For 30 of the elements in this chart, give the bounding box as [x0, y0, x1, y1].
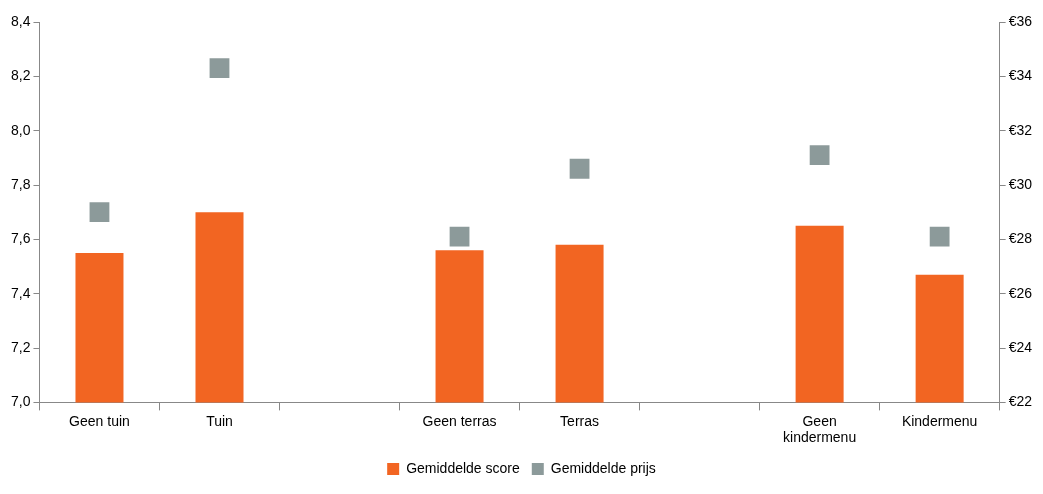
y2-tick-label: €36	[1008, 12, 1033, 29]
y2-tick-label: €30	[1008, 175, 1033, 192]
y-tick-label: 8,4	[10, 12, 31, 29]
point	[809, 145, 830, 166]
legend-label: Gemiddelde prijs	[550, 459, 656, 476]
y2-tick-label: €28	[1008, 230, 1033, 247]
x-tick-label: Geen terras	[422, 412, 497, 429]
y-tick-label: 7,2	[10, 338, 31, 355]
y-tick-label: 8,0	[10, 121, 31, 138]
y2-tick-label: €32	[1008, 121, 1033, 138]
x-tick-label: Kindermenu	[901, 412, 978, 429]
y-tick-label: 7,0	[10, 393, 31, 410]
point	[929, 226, 950, 247]
y-tick-label: 7,8	[10, 175, 31, 192]
point	[209, 58, 230, 79]
point	[569, 158, 590, 179]
y2-tick-label: €26	[1008, 284, 1033, 301]
y2-tick-label: €24	[1008, 338, 1033, 355]
x-tick-label: Geen tuin	[69, 412, 130, 429]
y2-tick-label: €34	[1008, 67, 1033, 84]
legend-label: Gemiddelde score	[406, 459, 520, 476]
point	[449, 226, 470, 247]
point	[89, 202, 110, 223]
y2-tick-label: €22	[1008, 393, 1033, 410]
y-tick-label: 7,6	[10, 230, 31, 247]
x-tick-label: Geen kindermenu	[783, 412, 857, 446]
y-tick-label: 7,4	[10, 284, 31, 301]
y-tick-label: 8,2	[10, 67, 31, 84]
x-tick-label: Terras	[560, 412, 600, 429]
x-tick-label: Tuin	[206, 412, 233, 429]
